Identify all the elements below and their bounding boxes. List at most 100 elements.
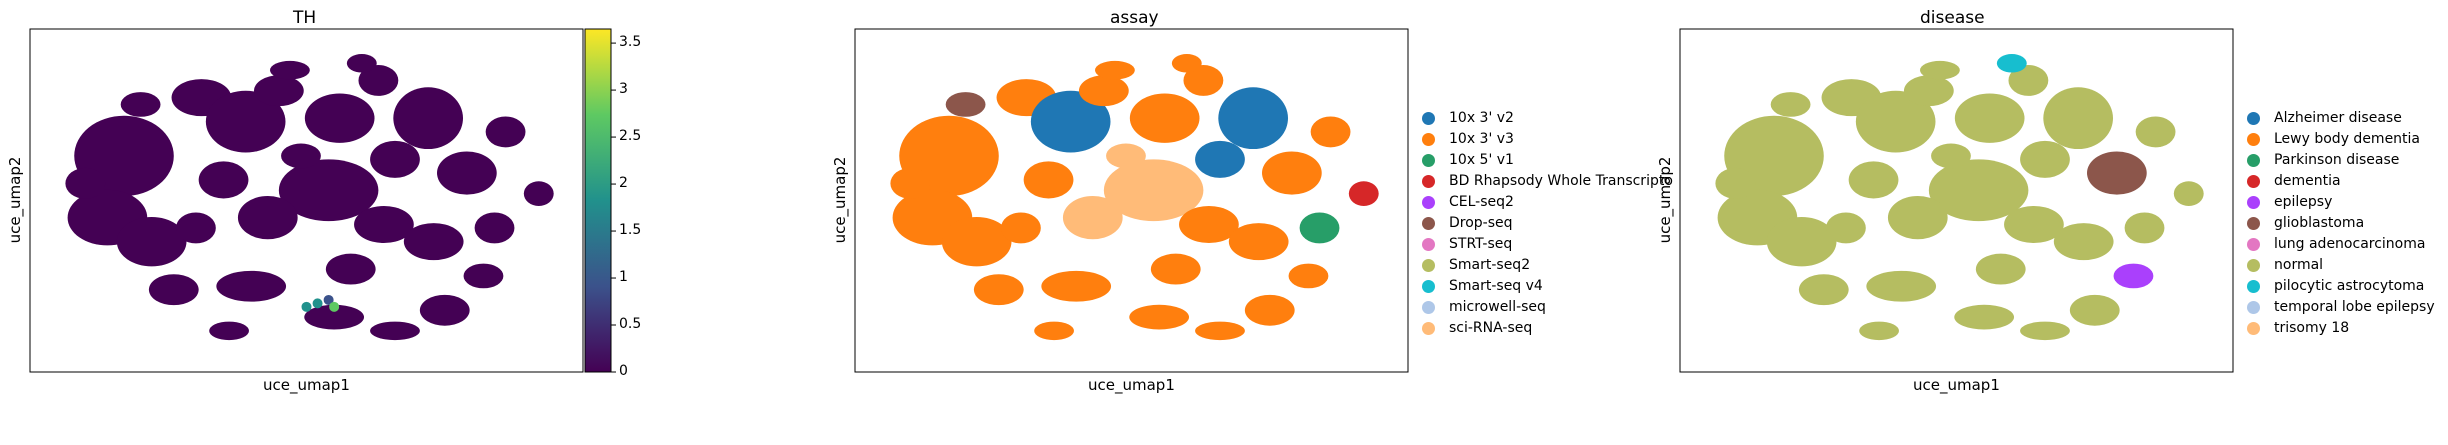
colorbar-tick-label: 3.5: [619, 34, 642, 51]
th-cluster: [485, 116, 526, 148]
legend-label: microwell-seq: [1449, 299, 1546, 315]
th-cluster: [523, 181, 554, 206]
th-cluster: [237, 196, 298, 240]
disease-cluster: [2008, 65, 2049, 96]
th-cluster: [437, 151, 497, 195]
assay-cluster: [1218, 87, 1288, 150]
th-cluster: [370, 321, 420, 341]
assay-cluster: [1348, 181, 1379, 206]
assay-cluster: [1195, 321, 1245, 341]
disease-cluster: [1954, 93, 2025, 143]
legend-label: 10x 3' v3: [1449, 131, 1514, 147]
th-cluster: [116, 216, 187, 267]
legend-marker: [1422, 279, 1435, 293]
legend-marker: [2247, 111, 2260, 125]
assay-cluster: [1150, 253, 1201, 285]
legend-marker: [2247, 153, 2260, 167]
assay-cluster: [1262, 151, 1322, 195]
disease-cluster: [1848, 161, 1899, 199]
legend-label: Parkinson disease: [2274, 152, 2400, 168]
legend-marker: [1422, 237, 1435, 251]
legend-item: temporal lobe epilepsy: [2247, 297, 2435, 317]
disease-ylabel: uce_umap2: [1656, 156, 1674, 244]
legend-item: Parkinson disease: [2247, 150, 2399, 170]
disease-xlabel: uce_umap1: [1913, 376, 2000, 394]
disease-cluster: [1996, 54, 2027, 73]
colorbar-tick-label: 1.5: [619, 222, 642, 239]
disease-cluster: [2069, 294, 2120, 326]
legend-marker: [2247, 195, 2260, 209]
assay-cluster: [1000, 212, 1041, 244]
legend-item: Alzheimer disease: [2247, 108, 2402, 128]
legend-item: pilocytic astrocytoma: [2247, 276, 2424, 296]
legend-marker: [1422, 153, 1435, 167]
legend-item: Lewy body dementia: [2247, 129, 2420, 149]
legend-marker: [2247, 300, 2260, 314]
legend-marker: [2247, 132, 2260, 146]
disease-cluster: [2173, 181, 2204, 206]
legend-label: Alzheimer disease: [2274, 110, 2402, 126]
disease-cluster: [2020, 140, 2070, 178]
legend-item: 10x 5' v1: [1422, 150, 1514, 170]
legend-label: lung adenocarcinoma: [2274, 236, 2426, 252]
th-cluster: [463, 263, 504, 289]
assay-cluster: [1129, 93, 1200, 143]
th-expression-point: [323, 294, 334, 305]
th-cluster: [65, 167, 106, 199]
disease-cluster: [2113, 263, 2154, 289]
legend-item: dementia: [2247, 171, 2341, 191]
legend-item: 10x 3' v2: [1422, 108, 1514, 128]
th-xlabel: uce_umap1: [263, 376, 350, 394]
legend-item: glioblastoma: [2247, 213, 2364, 233]
legend-item: trisomy 18: [2247, 318, 2349, 338]
legend-label: sci-RNA-seq: [1449, 320, 1533, 336]
assay-cluster: [1228, 223, 1289, 261]
assay-cluster: [1078, 75, 1129, 107]
legend-marker: [1422, 321, 1435, 335]
legend-label: glioblastoma: [2274, 215, 2365, 231]
disease-cluster: [1954, 304, 2015, 330]
legend-item: Smart-seq2: [1422, 255, 1530, 275]
legend-label: Lewy body dementia: [2274, 131, 2421, 147]
th-cluster: [281, 143, 321, 169]
disease-cluster: [1975, 253, 2026, 285]
legend-marker: [2247, 216, 2260, 230]
th-cluster: [393, 87, 463, 150]
assay-cluster: [1106, 143, 1146, 169]
legend-label: Smart-seq2: [1449, 257, 1531, 273]
disease-cluster: [2004, 205, 2064, 244]
disease-cluster: [1903, 75, 1954, 107]
disease-cluster: [2135, 116, 2176, 148]
th-expression-point: [301, 301, 312, 312]
disease-cluster: [2124, 212, 2165, 244]
assay-cluster: [1310, 116, 1351, 148]
th-cluster: [304, 93, 375, 143]
legend-item: epilepsy: [2247, 192, 2332, 212]
legend-marker: [1422, 216, 1435, 230]
disease-cluster: [2020, 321, 2070, 341]
assay-cluster: [1062, 196, 1123, 240]
th-cluster: [278, 159, 379, 222]
legend-label: temporal lobe epilepsy: [2274, 299, 2435, 315]
th-cluster: [120, 92, 161, 117]
legend-label: STRT-seq: [1449, 236, 1513, 252]
colorbar-tick-label: 0.5: [619, 316, 642, 332]
disease-cluster: [1887, 196, 1948, 240]
th-cluster: [148, 274, 199, 306]
assay-xlabel: uce_umap1: [1088, 376, 1175, 394]
th-cluster: [325, 253, 376, 285]
disease-cluster: [1715, 167, 1756, 199]
th-cluster: [403, 223, 464, 261]
legend-item: Drop-seq: [1422, 213, 1513, 233]
th-cluster: [209, 321, 249, 341]
th-cluster: [205, 90, 286, 153]
th-cluster: [253, 75, 304, 107]
assay-cluster: [1095, 60, 1135, 80]
disease-cluster: [1766, 216, 1837, 267]
th-cluster: [419, 294, 470, 326]
disease-cluster: [1825, 212, 1866, 244]
disease-title: disease: [1920, 8, 1985, 28]
legend-item: Smart-seq v4: [1422, 276, 1543, 296]
